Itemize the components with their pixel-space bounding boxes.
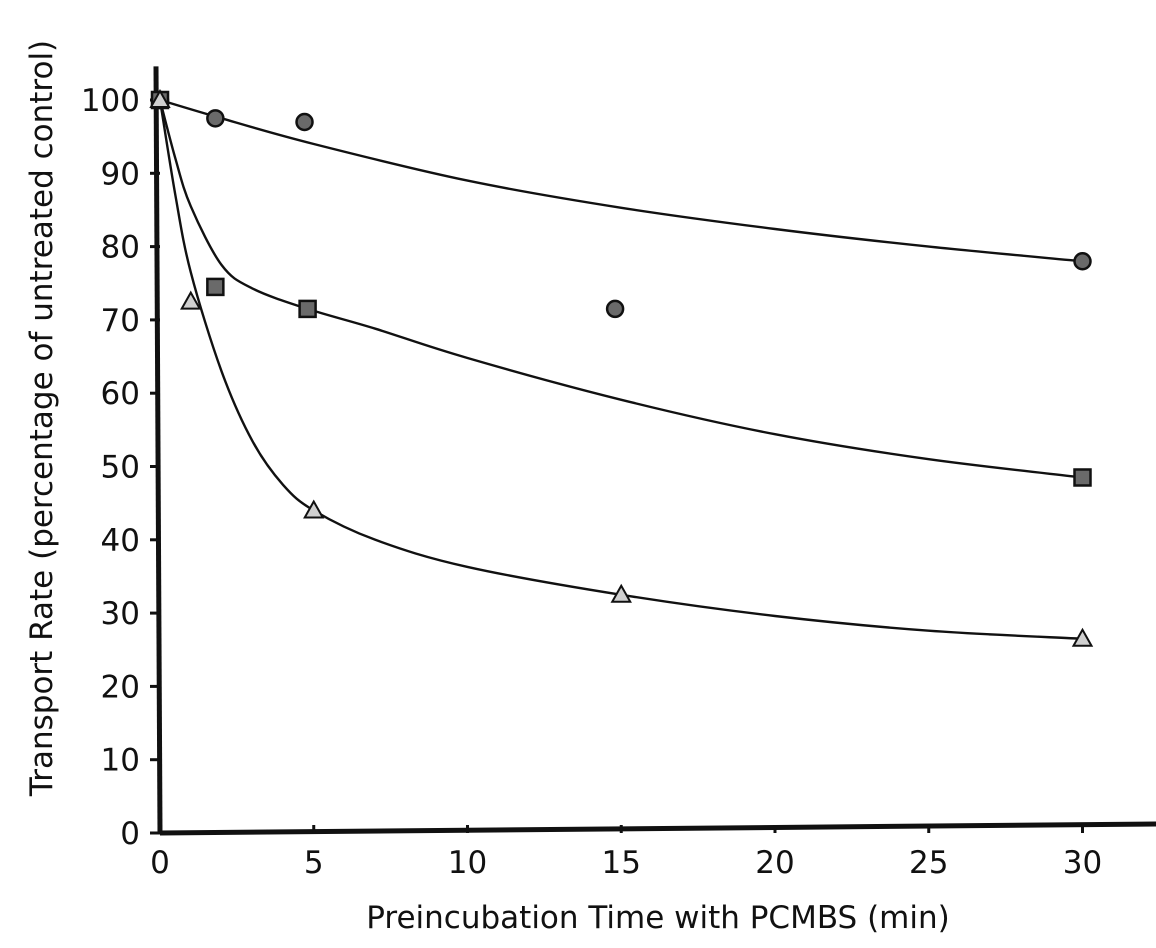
data-point-triangle	[610, 583, 632, 603]
data-point-triangle	[303, 499, 325, 519]
y-tick-label: 90	[101, 156, 140, 192]
fit-curves	[158, 98, 1083, 640]
x-tick-label: 30	[1063, 845, 1102, 881]
fit-curve-square	[158, 99, 1083, 479]
y-tick-label: 100	[81, 83, 140, 119]
x-tick-label: 10	[448, 845, 487, 881]
data-point-circle	[1073, 252, 1092, 271]
y-tick-label: 60	[101, 376, 140, 412]
data-points	[149, 88, 1094, 647]
data-point-triangle	[1071, 627, 1094, 647]
x-tick-label: 25	[909, 845, 948, 881]
y-tick-label: 80	[101, 230, 140, 266]
data-point-circle	[206, 109, 225, 128]
y-tick-label: 40	[101, 523, 140, 559]
x-tick-label: 15	[602, 845, 641, 881]
y-tick-label: 0	[120, 816, 140, 852]
x-tick-label: 0	[150, 845, 170, 881]
data-point-circle	[295, 112, 314, 132]
y-axis-title: Transport Rate (percentage of untreated …	[24, 40, 60, 797]
data-point-triangle	[180, 290, 202, 310]
y-tick-label: 70	[101, 303, 140, 339]
data-point-square	[298, 299, 317, 319]
x-axis-title: Preincubation Time with PCMBS (min)	[366, 900, 949, 936]
y-tick-label: 50	[101, 450, 140, 486]
y-tick-label: 20	[101, 669, 140, 705]
fit-curve-circle	[159, 98, 1083, 263]
y-axis-line	[153, 66, 163, 834]
axes: 0 5 10 15 20 25 30 0 10 20 30 40 50 60 70 80 90 100	[81, 66, 1156, 881]
x-tick-label: 20	[755, 845, 794, 881]
x-axis-line	[159, 821, 1156, 836]
x-tick-label: 5	[304, 845, 324, 881]
y-tick-label: 10	[101, 743, 140, 779]
data-point-circle	[605, 299, 625, 319]
data-point-triangle	[149, 88, 171, 108]
fit-curve-triangle	[158, 99, 1083, 640]
data-point-square	[206, 277, 225, 297]
data-point-square	[1073, 468, 1092, 487]
y-tick-label: 30	[101, 596, 140, 632]
